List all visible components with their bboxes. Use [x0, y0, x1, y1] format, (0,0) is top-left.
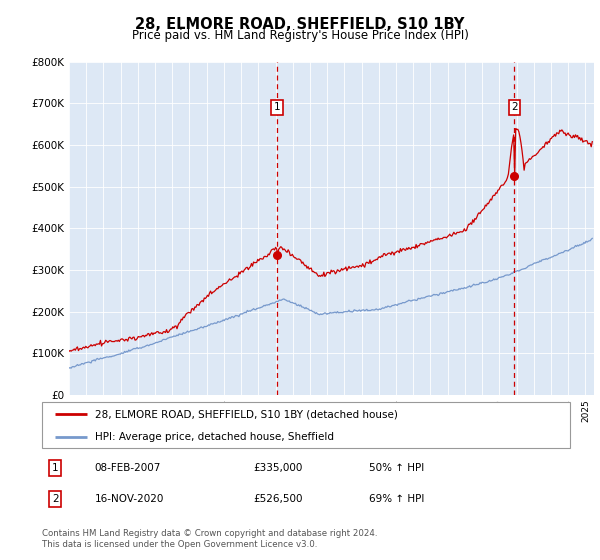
Text: 28, ELMORE ROAD, SHEFFIELD, S10 1BY: 28, ELMORE ROAD, SHEFFIELD, S10 1BY [136, 17, 464, 32]
Text: 2: 2 [52, 494, 59, 504]
Text: 16-NOV-2020: 16-NOV-2020 [95, 494, 164, 504]
Text: £526,500: £526,500 [253, 494, 303, 504]
Text: £335,000: £335,000 [253, 463, 302, 473]
Text: 2: 2 [511, 102, 518, 113]
Text: HPI: Average price, detached house, Sheffield: HPI: Average price, detached house, Shef… [95, 432, 334, 441]
FancyBboxPatch shape [42, 402, 570, 448]
Text: Contains HM Land Registry data © Crown copyright and database right 2024.
This d: Contains HM Land Registry data © Crown c… [42, 529, 377, 549]
Text: 69% ↑ HPI: 69% ↑ HPI [370, 494, 425, 504]
Text: Price paid vs. HM Land Registry's House Price Index (HPI): Price paid vs. HM Land Registry's House … [131, 29, 469, 42]
Text: 1: 1 [52, 463, 59, 473]
Text: 08-FEB-2007: 08-FEB-2007 [95, 463, 161, 473]
Text: 50% ↑ HPI: 50% ↑ HPI [370, 463, 425, 473]
Text: 28, ELMORE ROAD, SHEFFIELD, S10 1BY (detached house): 28, ELMORE ROAD, SHEFFIELD, S10 1BY (det… [95, 409, 398, 419]
Text: 1: 1 [274, 102, 281, 113]
